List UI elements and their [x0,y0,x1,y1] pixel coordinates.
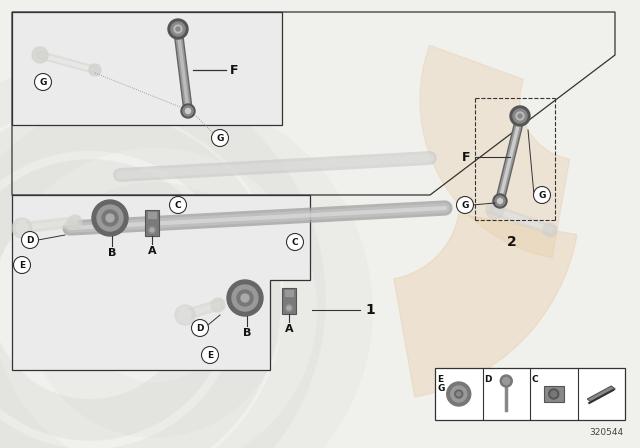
Text: D: D [196,323,204,332]
Circle shape [89,64,101,76]
Circle shape [456,197,474,214]
Circle shape [451,386,467,402]
Circle shape [191,319,209,336]
Circle shape [510,106,530,126]
Circle shape [237,290,253,306]
FancyBboxPatch shape [147,211,157,219]
Wedge shape [420,45,570,258]
Text: F: F [461,151,470,164]
Circle shape [227,280,263,316]
Circle shape [232,285,258,311]
Circle shape [548,389,559,399]
Circle shape [534,186,550,203]
Circle shape [22,232,38,249]
Text: G: G [461,201,468,210]
Circle shape [457,392,461,396]
FancyBboxPatch shape [544,386,564,402]
Circle shape [16,222,28,234]
Text: E: E [19,260,25,270]
FancyBboxPatch shape [145,210,159,236]
Circle shape [287,306,291,310]
Circle shape [500,375,512,387]
Circle shape [186,108,191,113]
Text: 2: 2 [507,235,517,249]
Circle shape [179,309,191,321]
Circle shape [495,196,505,206]
Polygon shape [12,12,282,125]
Circle shape [447,382,471,406]
Text: F: F [230,64,239,77]
FancyBboxPatch shape [435,368,625,420]
Text: G: G [437,384,444,393]
Circle shape [287,233,303,250]
Text: G: G [538,190,546,199]
Circle shape [455,390,463,398]
Circle shape [174,25,182,33]
Circle shape [486,201,504,219]
Circle shape [202,346,218,363]
Text: D: D [26,236,34,245]
Circle shape [68,215,82,229]
FancyBboxPatch shape [284,289,294,297]
Text: B: B [108,248,116,258]
Circle shape [168,19,188,39]
Circle shape [106,214,114,222]
Circle shape [148,227,156,233]
Text: A: A [148,246,156,256]
FancyBboxPatch shape [282,288,296,314]
Circle shape [35,73,51,90]
Circle shape [32,47,48,63]
Circle shape [176,27,180,31]
Text: 1: 1 [365,303,375,317]
Text: C: C [175,201,181,210]
Circle shape [183,106,193,116]
Circle shape [211,129,228,146]
Circle shape [516,112,524,120]
Circle shape [102,210,118,226]
Text: E: E [207,350,213,359]
Circle shape [241,294,249,302]
Circle shape [518,114,522,118]
Text: C: C [292,237,298,246]
Wedge shape [394,214,577,397]
Text: C: C [532,375,539,384]
Circle shape [503,378,509,384]
Circle shape [97,205,123,231]
Polygon shape [588,386,615,402]
Circle shape [551,391,557,397]
Circle shape [13,257,31,273]
Circle shape [513,109,527,123]
Text: 320544: 320544 [589,428,623,437]
Text: E: E [437,375,443,384]
Circle shape [285,305,292,311]
Circle shape [543,223,557,237]
Circle shape [211,298,225,312]
Text: D: D [484,375,492,384]
Text: G: G [39,78,47,86]
Text: A: A [285,324,293,334]
Circle shape [497,198,502,203]
Circle shape [170,197,186,214]
Text: G: G [216,134,224,142]
Circle shape [171,22,185,36]
Circle shape [92,200,128,236]
Circle shape [181,104,195,118]
Circle shape [12,218,32,238]
Polygon shape [12,195,310,370]
Text: B: B [243,328,251,338]
Circle shape [493,194,507,208]
Circle shape [175,305,195,325]
Circle shape [150,228,154,232]
